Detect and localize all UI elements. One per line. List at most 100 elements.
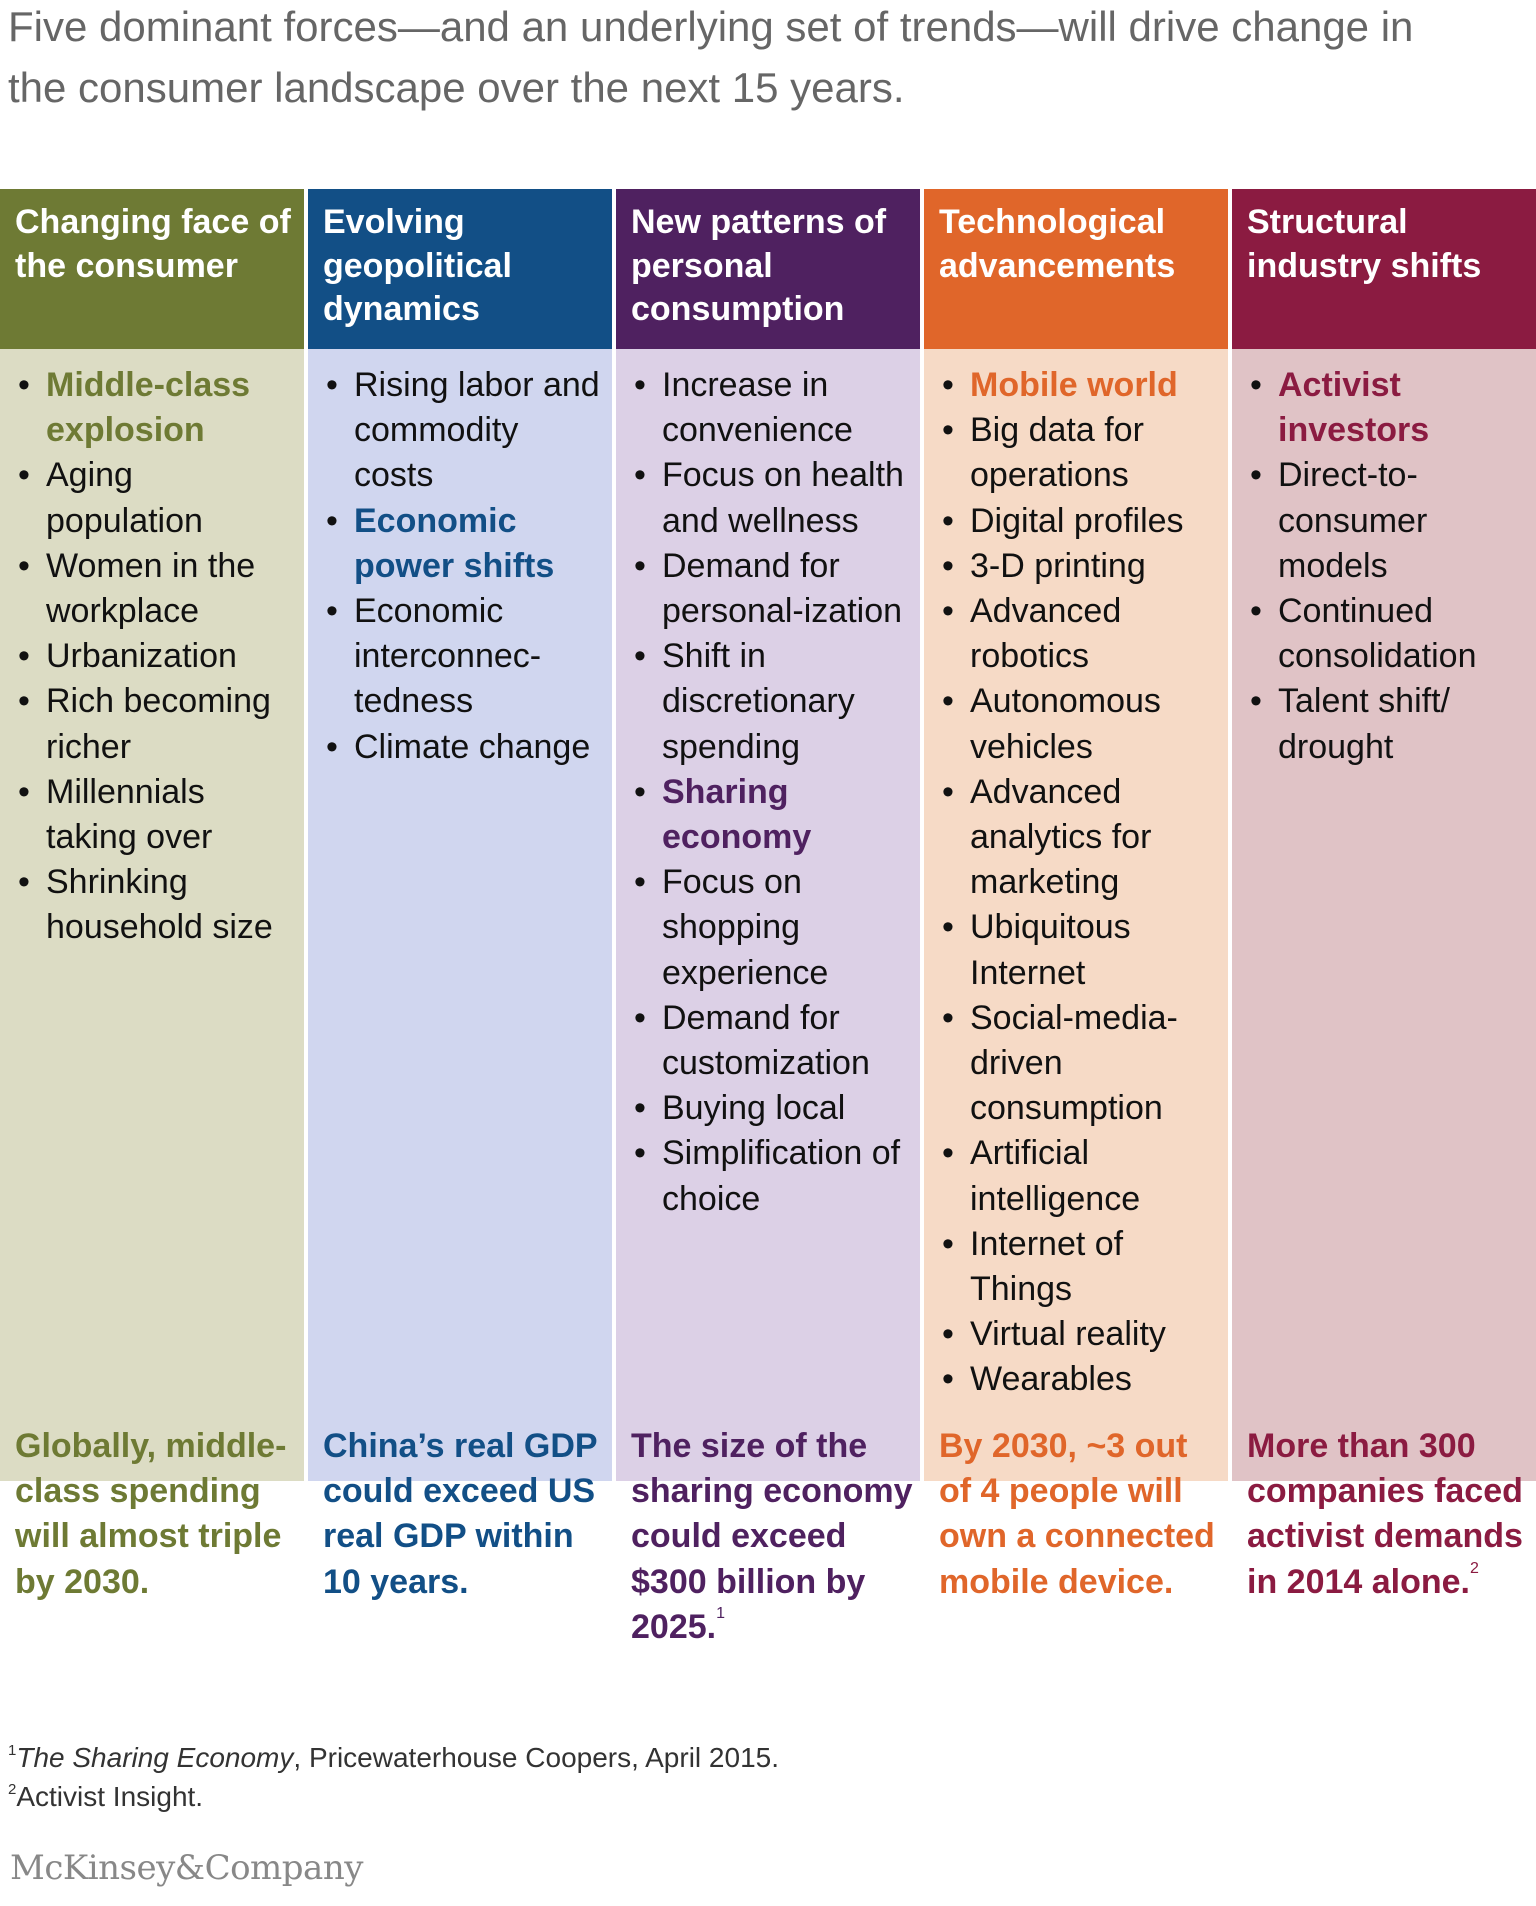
bullet-icon: • <box>18 366 30 404</box>
bullet-icon: • <box>942 546 954 585</box>
trend-item: • Urbanization <box>18 634 298 679</box>
column-header: Technological advancements <box>924 189 1228 349</box>
trend-item: • Economic interconnec-tedness <box>326 589 606 725</box>
trend-item: • Millennials taking over <box>18 770 298 860</box>
trend-item: • Social-media-driven consumption <box>942 996 1222 1132</box>
bullet-icon: • <box>326 592 338 631</box>
trend-label: Internet of Things <box>970 1224 1124 1309</box>
trend-item: • 3-D printing <box>942 544 1222 589</box>
trend-item: • Demand for customization <box>634 996 914 1086</box>
column-stat: More than 300 companies faced activist d… <box>1247 1427 1523 1601</box>
trend-item: • Buying local <box>634 1086 914 1131</box>
page-headline: Five dominant forces—and an underlying s… <box>8 3 1414 111</box>
trend-list: • Mobile world • Big data for operations • Di… <box>942 363 1222 1403</box>
trend-item: • Aging population <box>18 453 298 543</box>
trend-item: • Demand for personal-ization <box>634 544 914 634</box>
trend-label: Climate change <box>354 727 591 766</box>
trend-label: Aging population <box>46 456 203 540</box>
bullet-icon: • <box>326 501 338 540</box>
bullet-icon: • <box>942 772 954 811</box>
trend-label: Increase in convenience <box>662 366 853 450</box>
column-stat: The size of the sharing economy could ex… <box>631 1427 913 1646</box>
trend-label: Ubiquitous Internet <box>970 908 1131 992</box>
bullet-icon: • <box>942 1224 954 1263</box>
column-body: • Increase in convenience • Focus on health… <box>616 349 920 1646</box>
trend-item: • Advanced robotics <box>942 589 1222 679</box>
trend-label: Focus on health and wellness <box>662 456 904 540</box>
column-body: • Rising labor and commodity costs • Econom… <box>308 349 612 1601</box>
trend-label: Millennials taking over <box>46 772 213 857</box>
trend-item: • Rich becoming richer <box>18 679 298 769</box>
trend-item: • Focus on shopping experience <box>634 860 914 996</box>
trend-item: • Artificial intelligence <box>942 1131 1222 1221</box>
column-body: • Middle-class explosion • Aging population… <box>0 349 304 1601</box>
trend-list: • Middle-class explosion • Aging population… <box>18 363 298 951</box>
trend-item: • Direct-to-consumer models <box>1250 453 1530 589</box>
trend-label: Middle-class explosion <box>46 366 251 450</box>
column-industry: Structural industry shifts • Activist inv… <box>1232 189 1536 1601</box>
trend-label: Artificial intelligence <box>970 1134 1141 1218</box>
trend-item: • Mobile world <box>942 363 1222 408</box>
column-stat: China’s real GDP could exceed US real GD… <box>323 1427 597 1601</box>
bullet-icon: • <box>326 727 338 766</box>
trend-list: • Increase in convenience • Focus on health… <box>634 363 914 1222</box>
trend-item: • Rising labor and commodity costs <box>326 363 606 499</box>
trend-item: • Digital profiles <box>942 499 1222 544</box>
trend-item: • Activist investors <box>1250 363 1530 453</box>
trend-item: • Continued consolidation <box>1250 589 1530 679</box>
trend-item: • Focus on health and wellness <box>634 453 914 543</box>
trend-label: Virtual reality <box>970 1315 1166 1354</box>
trend-label: Economic interconnec-tedness <box>354 592 542 721</box>
bullet-icon: • <box>634 863 646 902</box>
trend-label: Digital profiles <box>970 501 1184 540</box>
trend-label: Advanced robotics <box>970 592 1122 676</box>
column-body: • Activist investors • Direct-to-consumer m… <box>1232 349 1536 1601</box>
bullet-icon: • <box>634 998 646 1037</box>
trend-item: • Autonomous vehicles <box>942 679 1222 769</box>
column-header: New patterns of personal consumption <box>616 189 920 349</box>
trend-label: Simplification of choice <box>662 1134 901 1218</box>
trend-label: Shrinking household size <box>46 863 273 947</box>
trend-item: • Shift in discretionary spending <box>634 634 914 770</box>
bullet-icon: • <box>634 546 646 585</box>
trend-item: • Climate change <box>326 725 606 770</box>
column-stat: Globally, middle-class spending will alm… <box>15 1427 287 1601</box>
bullet-icon: • <box>1250 592 1262 631</box>
trend-item: • Talent shift/ drought <box>1250 679 1530 769</box>
trend-item: • Middle-class explosion <box>18 363 298 453</box>
column-consumption: New patterns of personal consumption • In… <box>616 189 920 1646</box>
trend-label: Wearables <box>970 1360 1132 1399</box>
trend-label: Urbanization <box>46 637 237 676</box>
trend-label: Big data for operations <box>970 411 1144 495</box>
bullet-icon: • <box>942 411 954 450</box>
bullet-icon: • <box>1250 366 1262 404</box>
bullet-icon: • <box>18 546 30 585</box>
trend-label: Social-media-driven consumption <box>970 998 1178 1128</box>
trend-label: Women in the workplace <box>46 546 256 631</box>
trend-label: Autonomous vehicles <box>970 682 1161 766</box>
bullet-icon: • <box>942 1315 954 1354</box>
trend-label: Rising labor and commodity costs <box>354 366 600 495</box>
trend-item: • Economic power shifts <box>326 499 606 589</box>
column-body: • Mobile world • Big data for operations • Di… <box>924 349 1228 1601</box>
column-stat: By 2030, ~3 out of 4 people will own a c… <box>939 1427 1215 1601</box>
forces-grid: Changing face of the consumer • Middle-cl… <box>0 189 1536 1646</box>
trend-item: • Shrinking household size <box>18 860 298 950</box>
column-technology: Technological advancements • Mobile world… <box>924 189 1228 1601</box>
trend-label: Demand for personal-ization <box>662 546 903 631</box>
bullet-icon: • <box>634 456 646 495</box>
bullet-icon: • <box>942 592 954 631</box>
bullet-icon: • <box>18 637 30 676</box>
trend-item: • Virtual reality <box>942 1312 1222 1357</box>
trend-label: Talent shift/ drought <box>1278 682 1450 766</box>
bullet-icon: • <box>942 366 954 404</box>
column-geopolitical: Evolving geopolitical dynamics • Rising l… <box>308 189 612 1601</box>
bullet-icon: • <box>634 1089 646 1128</box>
trend-item: • Wearables <box>942 1357 1222 1402</box>
bullet-icon: • <box>326 366 338 404</box>
bullet-icon: • <box>18 863 30 902</box>
bullet-icon: • <box>942 998 954 1037</box>
trend-item: • Big data for operations <box>942 408 1222 498</box>
trend-label: Direct-to-consumer models <box>1278 456 1428 585</box>
trend-label: 3-D printing <box>970 546 1146 585</box>
